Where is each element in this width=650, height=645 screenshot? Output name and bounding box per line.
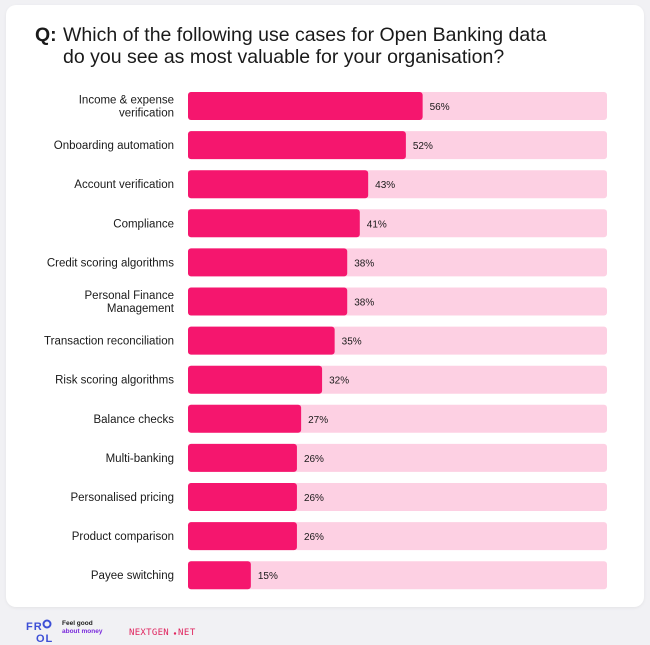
bar-product-comparison (188, 522, 297, 551)
bar-row-account-verification: Account verification 43% (74, 170, 607, 199)
value-label: 41% (367, 219, 387, 230)
bar-row-compliance: Compliance 41% (113, 209, 607, 238)
value-label: 35% (342, 337, 362, 348)
value-label: 38% (354, 298, 374, 309)
value-label: 56% (430, 102, 450, 113)
nextgen-logo: NEXTGEN NET (129, 626, 219, 641)
bar-row-personal-finance-management: Personal Finance Management 38% (85, 287, 607, 316)
bar-row-risk-scoring-algorithms: Risk scoring algorithms 32% (55, 365, 607, 394)
category-label: Account verification (74, 179, 174, 191)
bar-credit-scoring-algorithms (188, 248, 348, 277)
bar-transaction-reconciliation (188, 326, 335, 355)
bar-row-personalised-pricing: Personalised pricing 26% (70, 483, 607, 511)
bar-multi-banking (188, 443, 297, 472)
bar-income-expense-verification (188, 92, 423, 120)
bar-personalised-pricing (188, 483, 297, 511)
value-label: 26% (304, 532, 324, 543)
svg-text:NET: NET (178, 628, 196, 638)
category-label: Payee switching (91, 570, 174, 582)
tagline-line1: Feel good (62, 620, 93, 627)
svg-text:FR: FR (26, 621, 43, 633)
category-label: Credit scoring algorithms (47, 257, 174, 269)
bar-row-payee-switching: Payee switching 15% (91, 561, 607, 590)
bar-row-onboarding-automation: Onboarding automation 52% (54, 131, 607, 160)
frol-logo: FR OL (26, 619, 60, 645)
category-label: Multi-banking (106, 453, 174, 465)
bar-row-credit-scoring-algorithms: Credit scoring algorithms 38% (47, 248, 607, 277)
tagline-line2: about money (62, 628, 103, 635)
bar-payee-switching (188, 561, 251, 590)
value-label: 15% (258, 571, 278, 582)
category-label: Personalised pricing (70, 492, 174, 504)
value-label: 26% (304, 493, 324, 504)
svg-text:OL: OL (36, 633, 53, 643)
category-label: Risk scoring algorithms (55, 375, 174, 387)
frol-tagline: Feel good about money (62, 620, 102, 636)
bar-risk-scoring-algorithms (188, 365, 323, 394)
value-label: 52% (413, 141, 433, 152)
bar-account-verification (188, 170, 369, 199)
bar-track (188, 561, 607, 590)
bar-row-product-comparison: Product comparison 26% (72, 522, 607, 551)
category-label: Balance checks (93, 414, 174, 426)
question-prefix: Q: (35, 24, 57, 46)
value-label: 43% (375, 180, 395, 191)
svg-text:NEXTGEN: NEXTGEN (129, 628, 169, 638)
bar-row-transaction-reconciliation: Transaction reconciliation 35% (44, 326, 607, 355)
question-text: Which of the following use cases for Ope… (63, 24, 547, 68)
value-label: 32% (329, 376, 349, 387)
bar-row-income-expense-verification: Income & expense verification 56% (79, 92, 607, 120)
bar-compliance (188, 209, 360, 238)
category-label: Transaction reconciliation (44, 336, 174, 348)
value-label: 26% (304, 454, 324, 465)
bar-onboarding-automation (188, 131, 406, 160)
bar-personal-finance-management (188, 287, 348, 316)
category-label: Personal Finance Management (85, 290, 175, 315)
category-label: Onboarding automation (54, 140, 174, 152)
bar-balance-checks (188, 404, 302, 433)
value-label: 38% (354, 258, 374, 269)
bar-chart: Income & expense verification 56% Onboardin… (44, 92, 607, 590)
question-title: Q: Which of the following use cases for … (35, 24, 555, 68)
value-label: 27% (308, 415, 328, 426)
category-label: Income & expense verification (79, 95, 174, 120)
bar-row-balance-checks: Balance checks 27% (93, 404, 607, 433)
category-label: Compliance (113, 218, 174, 230)
footer: FR OL Feel good about money NEXTGEN NET (0, 612, 650, 645)
category-label: Product comparison (72, 531, 174, 543)
bar-row-multi-banking: Multi-banking 26% (106, 443, 607, 472)
